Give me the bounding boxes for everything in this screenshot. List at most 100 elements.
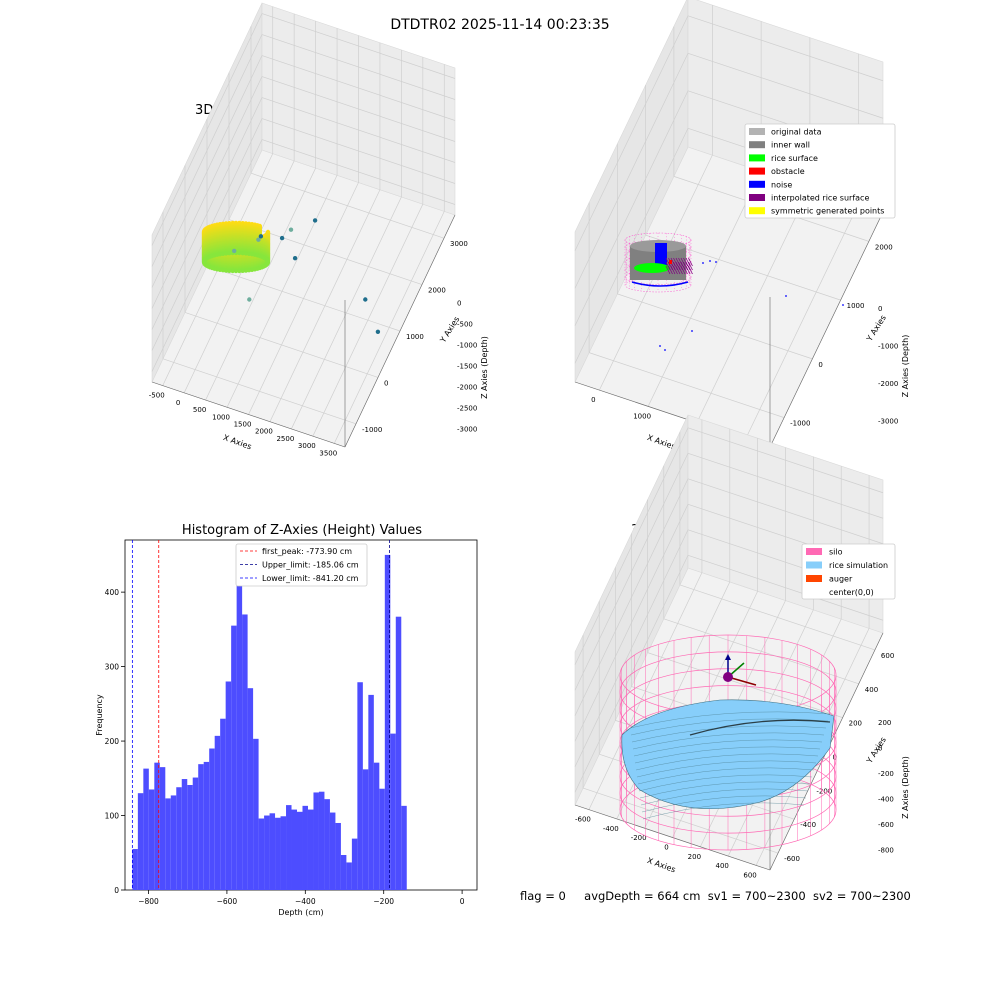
grid-line — [574, 427, 884, 665]
legend-label: obstacle — [771, 167, 805, 176]
y-tick-label: 200 — [105, 737, 120, 746]
y-axis-line — [769, 211, 884, 448]
raw-outlier-point — [256, 237, 261, 242]
histogram-bar — [187, 785, 193, 890]
x-tick-label: -500 — [149, 392, 165, 400]
grid-line — [589, 352, 785, 418]
interpolated-line — [670, 265, 676, 275]
interpolated-line — [680, 265, 686, 275]
grid-line — [162, 358, 357, 425]
grid-line — [617, 293, 813, 360]
mesh-line — [638, 774, 813, 792]
interpolated-line — [688, 261, 693, 271]
histogram-bar — [253, 738, 259, 890]
obstacle-point — [669, 260, 672, 264]
x-tick-label: −600 — [217, 897, 238, 906]
status-line: flag = 0 avgDepth = 664 cm sv1 = 700~230… — [520, 889, 911, 903]
legend-label: Lower_limit: -841.20 cm — [262, 574, 359, 583]
histogram-bar — [203, 761, 210, 890]
raw-outlier-point — [279, 235, 285, 241]
grid-line — [647, 652, 843, 718]
histogram-bar — [297, 811, 303, 890]
z-axis-label: Z Axies (Depth) — [901, 335, 910, 398]
interpolated-line — [683, 265, 688, 275]
legend-label: original data — [771, 128, 822, 137]
z-axis-label: Z Axies (Depth) — [480, 336, 489, 399]
z-axis-label: Z Axies (Depth) — [901, 756, 910, 819]
noise-point — [702, 262, 704, 264]
interpolated-line — [670, 257, 676, 267]
noise-cluster — [655, 243, 667, 267]
z-tick-label: 0 — [878, 744, 882, 752]
x-axis-line — [151, 381, 346, 448]
status-sv1: sv1 = 700~2300 — [707, 889, 806, 903]
y-tick-label: -200 — [816, 787, 832, 795]
legend-swatch — [806, 548, 822, 555]
legend-label: center(0,0) — [829, 588, 874, 597]
mesh-line — [629, 711, 831, 729]
interpolated-line — [665, 257, 671, 267]
y-tick-label: 2000 — [428, 287, 446, 295]
histogram-bar — [357, 682, 363, 890]
center-point — [723, 672, 733, 682]
y-tick-label: 3000 — [450, 240, 468, 248]
x-tick-label: 200 — [688, 853, 701, 861]
x-tick-label: −200 — [373, 897, 394, 906]
histogram-bar — [137, 793, 144, 890]
legend-swatch — [749, 167, 765, 175]
z-tick-label: -200 — [878, 770, 894, 778]
x-tick-label: 400 — [716, 862, 729, 870]
legend-swatch — [749, 154, 765, 162]
legend-label: silo — [829, 548, 843, 557]
histogram-bar — [176, 787, 182, 890]
histogram-bar — [318, 791, 325, 890]
grid-line — [574, 452, 884, 691]
raw-point — [227, 268, 232, 273]
legend-swatch — [749, 128, 765, 135]
histogram-bar — [286, 805, 292, 890]
legend-label: first_peak: -773.90 cm — [262, 547, 352, 556]
histogram-plot: −800 −600 −400 −200 0 0 100 200 300 400 Depth (cm)… — [95, 539, 478, 917]
classify-legend: original data inner wall rice surface obsta… — [744, 123, 896, 219]
raw-outlier-point — [258, 234, 264, 239]
grid-line — [151, 34, 456, 267]
x-axis-label: Depth (cm) — [278, 908, 323, 917]
histogram-bar — [346, 862, 352, 890]
rice-surface — [621, 699, 835, 809]
histogram-bar — [401, 805, 407, 890]
legend-label: rice simulation — [829, 561, 888, 570]
grid-line — [250, 172, 445, 239]
mesh-line — [630, 718, 829, 736]
z-tick-label: -500 — [457, 321, 473, 329]
raw-outlier-point — [375, 329, 381, 334]
z-tick-label: -1000 — [457, 342, 477, 350]
symmetric-ring — [624, 240, 692, 255]
x-tick-label: 3000 — [298, 442, 316, 450]
legend-frame — [744, 123, 896, 219]
y-tick-label: 400 — [105, 588, 120, 597]
y-axis-line — [344, 214, 456, 448]
histogram-bar — [214, 735, 221, 890]
mesh-line — [632, 732, 825, 750]
interpolated-line — [683, 261, 688, 271]
histogram-bar — [148, 789, 155, 890]
histogram-bar — [220, 718, 226, 890]
y-tick-label: 1000 — [847, 302, 865, 310]
status-avgdepth: avgDepth = 664 cm — [584, 889, 701, 903]
raw-3d-plot: -5000500100015002000250030003500-1000010… — [149, 2, 489, 457]
x-tick-label: 0 — [664, 844, 668, 852]
rice-mesh — [629, 711, 831, 820]
z-tick-label: 0 — [878, 305, 882, 313]
x-tick-label: −400 — [295, 897, 316, 906]
figure-title: DTDTR02 2025-11-14 00:23:35 — [390, 17, 610, 33]
raw-outlier-point — [292, 256, 298, 261]
z-tick-label: 200 — [878, 719, 891, 727]
legend-label: Upper_limit: -185.06 cm — [262, 561, 359, 570]
x-tick-label: 2000 — [255, 428, 273, 436]
histogram-bar — [291, 809, 297, 890]
mesh-line — [633, 739, 823, 757]
interpolated-line — [665, 265, 671, 275]
raw-outlier-point — [232, 248, 237, 254]
x-axis-label: X Axies — [222, 433, 253, 452]
raw-point — [233, 268, 239, 274]
